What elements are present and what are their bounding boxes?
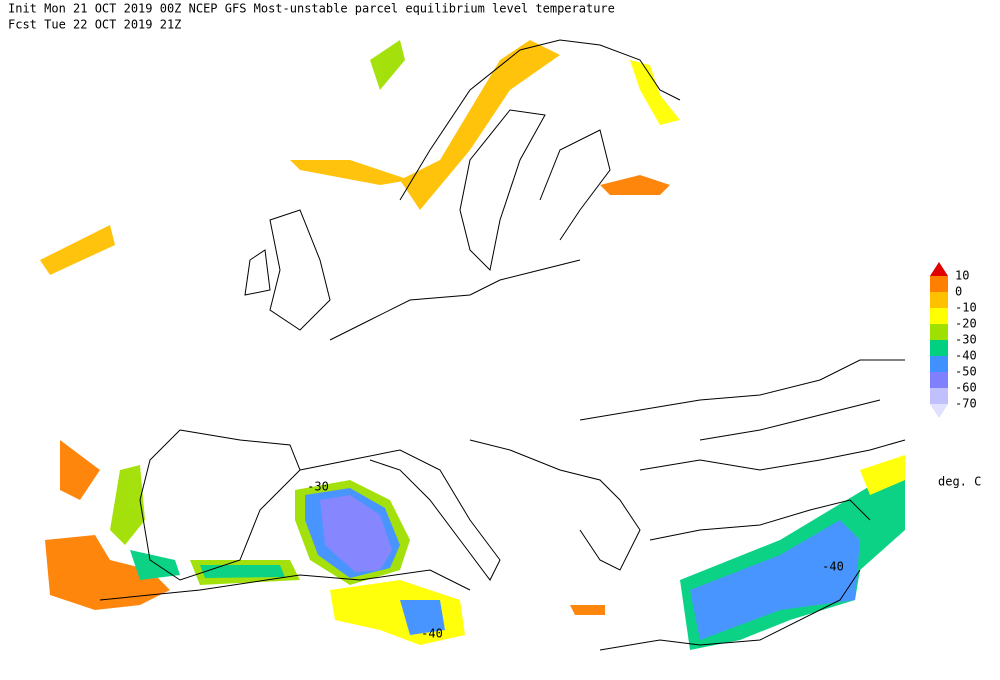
legend-swatch xyxy=(930,388,948,404)
field-area xyxy=(45,535,170,610)
legend-swatch xyxy=(930,404,948,418)
coastline xyxy=(469,439,641,571)
coastline xyxy=(599,569,861,651)
field-area xyxy=(630,60,680,125)
coastline xyxy=(269,209,331,331)
legend-label: 0 xyxy=(955,285,962,299)
header-line: Fcst Tue 22 OCT 2019 21Z xyxy=(8,18,181,32)
legend-label: -20 xyxy=(955,317,977,331)
contour-label: -40 xyxy=(421,627,443,641)
field-area xyxy=(690,520,860,640)
coastline xyxy=(459,109,546,272)
contour-label: -40 xyxy=(822,560,844,574)
field xyxy=(40,40,905,650)
legend-swatch xyxy=(930,372,948,388)
field-area xyxy=(370,40,405,90)
field-area xyxy=(200,565,285,578)
legend-label: -40 xyxy=(955,349,977,363)
field-area xyxy=(290,160,410,185)
legend-swatch xyxy=(930,356,948,372)
field-area xyxy=(400,600,445,635)
coastline xyxy=(399,39,681,201)
coastline xyxy=(699,399,881,441)
legend-swatch xyxy=(930,262,948,276)
field-area xyxy=(320,495,392,572)
legend-swatch xyxy=(930,340,948,356)
field-area xyxy=(110,465,145,545)
legend: deg. C 10 0 -10 -20 -30 -40 -50 -60 -70 xyxy=(930,262,981,489)
legend-unit: deg. C xyxy=(938,475,981,489)
legend-swatch xyxy=(930,308,948,324)
coastline xyxy=(244,249,271,296)
coastline xyxy=(329,259,581,341)
coastline xyxy=(579,359,905,421)
field-area xyxy=(600,175,670,195)
coastline xyxy=(299,449,501,581)
field-area xyxy=(40,225,115,275)
field-area xyxy=(400,40,560,210)
coastline xyxy=(539,129,611,241)
contour-labels: -40 -40 -30 xyxy=(307,480,844,641)
coastline xyxy=(139,429,301,581)
legend-swatch xyxy=(930,324,948,340)
contour-label: -30 xyxy=(307,480,329,494)
legend-label: -70 xyxy=(955,397,977,411)
legend-swatch xyxy=(930,292,948,308)
legend-label: -10 xyxy=(955,301,977,315)
field-area xyxy=(860,455,905,495)
field-area xyxy=(60,440,100,500)
field-area xyxy=(130,550,180,580)
coastline xyxy=(649,499,871,541)
legend-label: -50 xyxy=(955,365,977,379)
coastline xyxy=(99,569,471,601)
legend-swatch xyxy=(930,276,948,292)
coastline xyxy=(639,439,906,471)
legend-label: -30 xyxy=(955,333,977,347)
field-area xyxy=(570,605,605,615)
header-line: Init Mon 21 OCT 2019 00Z NCEP GFS Most-u… xyxy=(8,2,615,16)
legend-label: 10 xyxy=(955,269,969,283)
legend-label: -60 xyxy=(955,381,977,395)
coastlines xyxy=(99,39,906,651)
